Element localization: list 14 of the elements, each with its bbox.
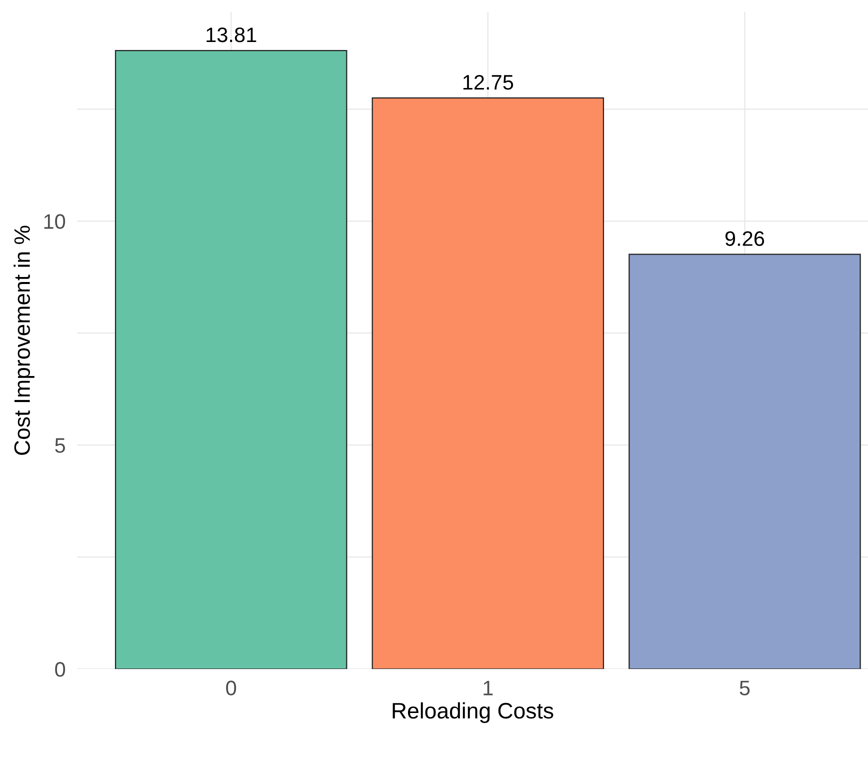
x-tick-label: 1 <box>484 680 493 696</box>
y-tick-label: 0 <box>55 662 66 677</box>
x-axis-title: Reloading Costs <box>392 702 554 724</box>
y-tick-label: 5 <box>55 438 66 453</box>
data-label: 13.81 <box>206 27 256 42</box>
y-axis-title: Cost Improvement in % <box>14 226 34 455</box>
bar <box>372 97 604 669</box>
data-label: 9.26 <box>725 231 764 246</box>
data-label: 12.75 <box>463 74 514 90</box>
x-tick-label: 5 <box>740 680 750 696</box>
y-tick-label: 10 <box>44 214 66 229</box>
x-tick-label: 0 <box>226 680 236 696</box>
bar <box>114 50 348 669</box>
bar <box>628 254 861 669</box>
